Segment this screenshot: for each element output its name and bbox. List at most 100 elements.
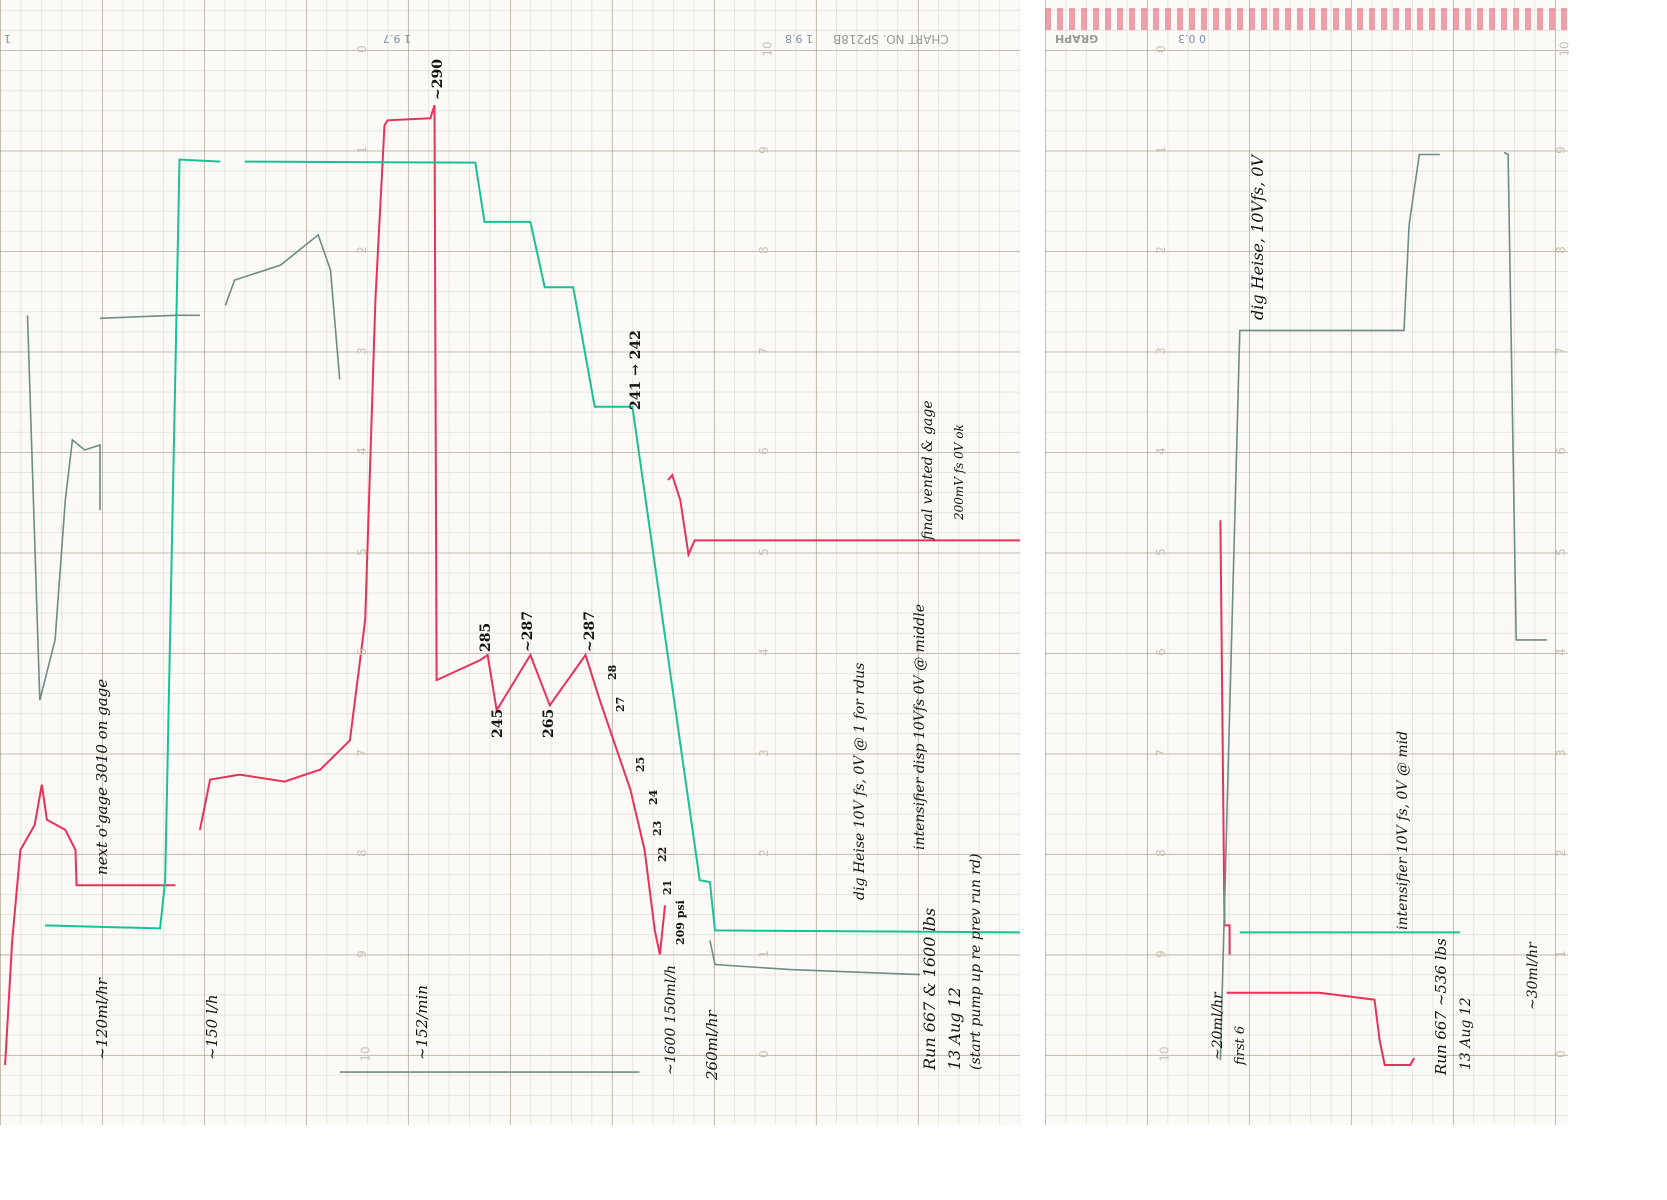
annotation: ~287	[520, 611, 536, 652]
annotation: 21	[661, 879, 674, 895]
annotation: 24	[647, 789, 660, 805]
annotation: final vented & gage	[920, 400, 936, 540]
chart-traces-left	[4, 104, 1020, 1073]
annotation: next o'gage 3010 on gage	[93, 678, 111, 875]
scale-label: 2	[1553, 849, 1568, 857]
scale-label: 1	[354, 145, 369, 154]
scale-label: 8	[1553, 246, 1568, 254]
scale-label: 4	[1153, 447, 1168, 455]
red-trace-segment	[1226, 991, 1416, 1066]
red-trace-segment	[198, 104, 666, 955]
annotation: 23	[651, 820, 664, 836]
annotation: (start pump up re prev run rd)	[968, 853, 984, 1070]
scale-label: 9	[354, 949, 369, 958]
scale-label: 10	[358, 1046, 373, 1062]
annotation: ~150 l/h	[203, 994, 221, 1060]
chart-traces-right	[1219, 151, 1547, 1066]
gray-trace-segment	[224, 233, 341, 380]
annotation: 13 Aug 12	[1458, 997, 1474, 1070]
scale-label: 5	[1153, 547, 1168, 556]
annotation: ~152/min	[413, 985, 431, 1060]
scale-label: 9	[756, 145, 771, 154]
annotation: 209 psi	[674, 900, 687, 945]
red-trace-segment	[1219, 520, 1231, 955]
gray-trace-segment	[26, 315, 101, 701]
chart-id: 0 0.3	[1178, 32, 1206, 45]
annotation: 22	[656, 846, 669, 862]
annotation: Run 667 & 1600 lbs	[920, 907, 939, 1070]
scale-label: 2	[1153, 246, 1168, 254]
red-trace-segment	[667, 473, 1020, 559]
annotation: ~290	[430, 59, 446, 100]
annotation: ~287	[582, 611, 598, 652]
red-trace-segment	[4, 784, 176, 1066]
scale-label: 4	[756, 648, 771, 656]
scale-label: 4	[1553, 648, 1568, 656]
scale-label: 2	[756, 849, 771, 857]
scale-label: 8	[354, 849, 369, 857]
scale-label: 7	[1153, 748, 1168, 757]
scale-label: 6	[1553, 447, 1568, 455]
printed-mark: 1	[4, 32, 11, 45]
annotation: Run 667 ~536 lbs	[1432, 938, 1450, 1075]
gray-trace-segment	[99, 314, 200, 320]
scale-label: 1	[756, 949, 771, 958]
annotation: 200mV fs 0V ok	[952, 424, 966, 520]
scale-label: 5	[1553, 547, 1568, 556]
scale-label: 3	[354, 346, 369, 355]
annotation: intensifier disp 10Vfs 0V @ middle	[912, 604, 928, 850]
scale-label: 6	[756, 447, 771, 455]
scale-label: 9	[1153, 949, 1168, 958]
annotation: ~20ml/hr	[1210, 992, 1226, 1060]
annotation: 28	[606, 664, 619, 680]
scale-label: 6	[1153, 648, 1168, 656]
scale-label: 10	[1557, 41, 1572, 57]
annotation: intensifier 10V fs, 0V @ mid	[1395, 730, 1411, 930]
scale-label: 10	[760, 41, 775, 57]
chart-sheet-right: GRAPH 0 0.3 0 1 2 3 4 5 6 7 8 9 10 10 9 8 7 6 5 4 3 2 1 0	[1045, 0, 1572, 1125]
scale-label: 1	[1153, 145, 1168, 154]
annotation: 285	[478, 622, 494, 652]
chart-number: CHART NO. SP218B	[833, 32, 949, 46]
scale-label: 1	[1553, 949, 1568, 958]
annotation: dig Heise 10V fs, 0V @ 1 for rdus	[852, 662, 868, 900]
scale-label: 0	[1553, 1050, 1568, 1058]
scale-label: 8	[756, 246, 771, 254]
annotation: first 6	[1233, 1025, 1248, 1065]
green-trace-segment	[244, 160, 1020, 934]
gray-trace-segment	[1219, 153, 1440, 1061]
annotation: ~1600 150ml/h	[663, 964, 679, 1075]
scale-label: 9	[1553, 145, 1568, 154]
brand-logo: GRAPH	[1055, 32, 1099, 45]
scale-label: 2	[354, 246, 369, 254]
chart-id: 1 9.7	[383, 32, 411, 45]
scale-label: 7	[354, 748, 369, 757]
annotation: 245	[490, 708, 506, 738]
scale-label: 5	[756, 547, 771, 556]
scale-label: 8	[1153, 849, 1168, 857]
scale-label: 10	[1157, 1046, 1172, 1062]
scale-label: 0	[756, 1050, 771, 1058]
scale-label: 6	[354, 648, 369, 656]
annotation: ~30ml/hr	[1525, 942, 1541, 1010]
scale-label: 4	[354, 447, 369, 455]
annotation: 25	[634, 756, 647, 772]
annotation: ~120ml/hr	[93, 977, 111, 1060]
annotation: 13 Aug 12	[945, 987, 964, 1070]
gray-trace-segment	[1503, 151, 1547, 641]
gray-trace-segment	[709, 940, 921, 976]
scale-label: 3	[1153, 346, 1168, 355]
green-trace-segment	[44, 158, 221, 930]
scale-label: 0	[1153, 45, 1168, 53]
annotation: 27	[614, 696, 627, 712]
scale-label: 0	[354, 45, 369, 53]
annotation: 260ml/hr	[703, 1010, 721, 1080]
chart-id: 1 9.8	[785, 32, 813, 45]
annotation: 265	[541, 708, 557, 738]
scale-label: 3	[756, 748, 771, 757]
scale-label: 5	[354, 547, 369, 556]
annotation: dig Heise, 10Vfs, 0V	[1248, 154, 1267, 320]
scale-label: 7	[756, 346, 771, 355]
scale-label: 7	[1553, 346, 1568, 355]
